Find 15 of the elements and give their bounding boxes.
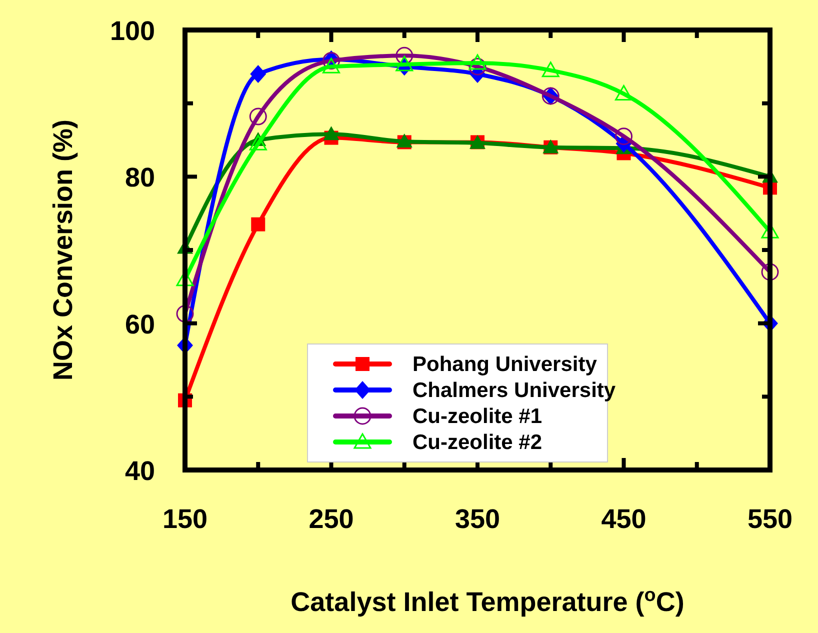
y-axis-title: NOx Conversion (%) [48,119,78,381]
legend-label: Chalmers University [412,379,616,402]
legend-label: Cu-zeolite #1 [412,405,542,428]
legend-label: Pohang University [412,353,598,376]
y-tick-label: 40 [124,456,155,486]
x-tick-label: 250 [308,504,354,534]
y-tick-label: 60 [124,309,155,340]
y-tick-label: 100 [110,16,155,46]
x-tick-label: 550 [747,504,793,534]
x-tick-label: 450 [601,504,646,534]
legend-label: Cu-zeolite #2 [412,431,542,454]
y-tick-label: 80 [124,162,155,193]
x-tick-label: 350 [454,504,500,534]
x-axis-title: Catalyst Inlet Temperature ($^{o}$C) [290,584,684,617]
x-tick-label: 150 [162,504,208,534]
